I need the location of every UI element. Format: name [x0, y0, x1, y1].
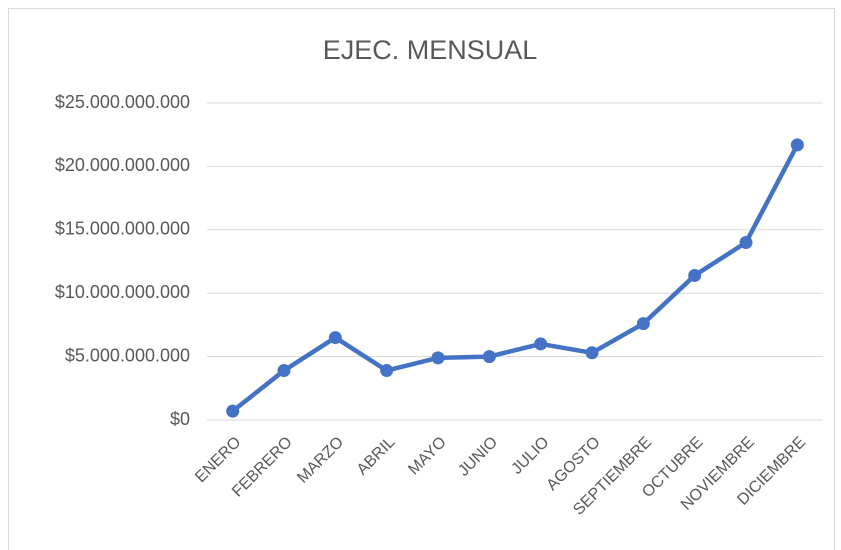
point [431, 351, 445, 365]
point [277, 364, 291, 378]
point [380, 364, 394, 378]
point [688, 268, 702, 282]
y-tick-label: $5.000.000.000 [65, 345, 190, 365]
line [231, 143, 800, 413]
point [739, 235, 753, 249]
point [585, 346, 599, 360]
y-tick-label: $25.000.000.000 [55, 92, 190, 112]
chart-title: EJEC. MENSUAL [323, 35, 538, 65]
y-tick-label: $15.000.000.000 [55, 219, 190, 239]
point [636, 317, 650, 331]
point [482, 350, 496, 364]
point [226, 404, 240, 418]
point [328, 331, 342, 345]
point [534, 337, 548, 351]
y-tick-label: $10.000.000.000 [55, 282, 190, 302]
y-tick-label: $20.000.000.000 [55, 155, 190, 175]
y-tick-label: $0 [170, 409, 190, 429]
point [790, 138, 804, 152]
